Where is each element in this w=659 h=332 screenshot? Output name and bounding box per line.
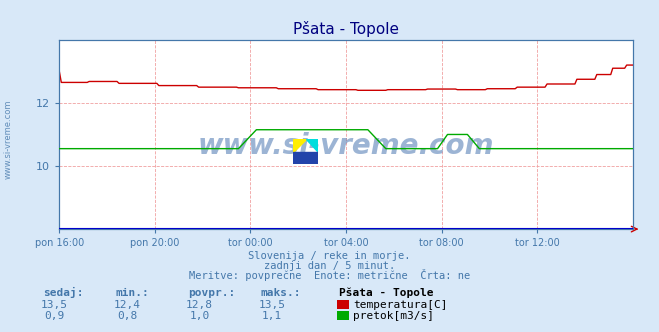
Text: 12,4: 12,4 <box>114 300 140 310</box>
Text: 1,1: 1,1 <box>262 311 282 321</box>
Text: 12,8: 12,8 <box>186 300 213 310</box>
Text: sedaj:: sedaj: <box>43 287 83 298</box>
Text: 13,5: 13,5 <box>42 300 68 310</box>
Text: Pšata - Topole: Pšata - Topole <box>339 288 434 298</box>
Text: www.si-vreme.com: www.si-vreme.com <box>4 100 13 179</box>
Title: Pšata - Topole: Pšata - Topole <box>293 21 399 37</box>
Text: temperatura[C]: temperatura[C] <box>353 300 447 310</box>
Text: Slovenija / reke in morje.: Slovenija / reke in morje. <box>248 251 411 261</box>
Text: 1,0: 1,0 <box>190 311 210 321</box>
Polygon shape <box>306 139 318 152</box>
Text: 13,5: 13,5 <box>259 300 285 310</box>
Text: 0,9: 0,9 <box>45 311 65 321</box>
Text: www.si-vreme.com: www.si-vreme.com <box>198 132 494 160</box>
Text: min.:: min.: <box>115 288 149 298</box>
Text: 0,8: 0,8 <box>117 311 137 321</box>
Polygon shape <box>293 139 306 152</box>
Text: zadnji dan / 5 minut.: zadnji dan / 5 minut. <box>264 261 395 271</box>
Polygon shape <box>293 152 318 164</box>
Text: Meritve: povprečne  Enote: metrične  Črta: ne: Meritve: povprečne Enote: metrične Črta:… <box>189 269 470 281</box>
Text: pretok[m3/s]: pretok[m3/s] <box>353 311 434 321</box>
Text: povpr.:: povpr.: <box>188 288 235 298</box>
Text: maks.:: maks.: <box>260 288 301 298</box>
